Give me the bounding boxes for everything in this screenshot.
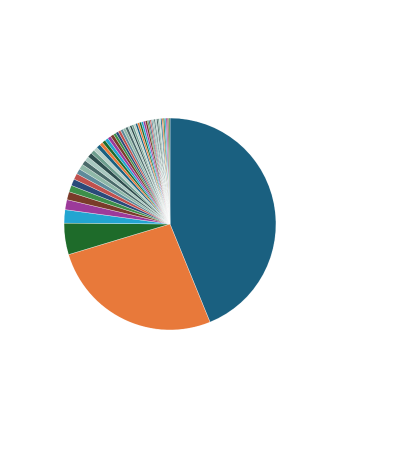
pie-slice xyxy=(168,117,171,225)
pie-slice xyxy=(169,117,277,323)
pie-slice xyxy=(68,223,211,331)
